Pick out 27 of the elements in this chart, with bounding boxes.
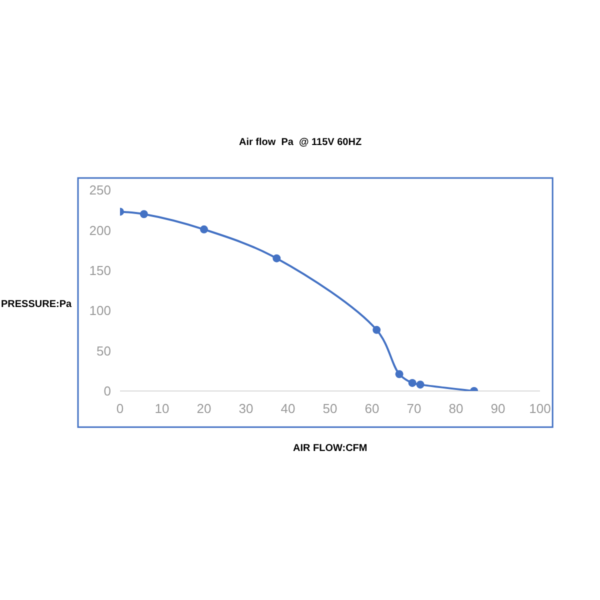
y-tick-label: 50 bbox=[96, 343, 111, 358]
y-tick-label: 100 bbox=[89, 303, 111, 318]
point bbox=[200, 225, 208, 234]
point bbox=[416, 380, 424, 389]
y-tick-label: 200 bbox=[89, 222, 111, 238]
x-tick-label: 50 bbox=[322, 401, 338, 416]
point bbox=[408, 378, 416, 387]
point bbox=[272, 254, 281, 262]
x-tick-label: 90 bbox=[490, 401, 506, 416]
x-tick-label: 10 bbox=[154, 401, 170, 416]
point bbox=[140, 210, 148, 218]
point bbox=[372, 326, 381, 334]
x-tick-label: 80 bbox=[448, 401, 464, 416]
x-tick-label: 100 bbox=[529, 401, 551, 416]
y-tick-label: 0 bbox=[104, 384, 111, 399]
x-tick-label: 60 bbox=[364, 401, 380, 416]
x-tick-label: 40 bbox=[280, 401, 296, 416]
x-tick-label: 30 bbox=[238, 401, 254, 416]
x-axis-title: AIR FLOW:CFM bbox=[293, 443, 368, 454]
y-tick-label: 150 bbox=[89, 262, 111, 278]
y-axis-title: PRESSURE:Pa bbox=[1, 299, 72, 310]
x-tick-label: 70 bbox=[406, 401, 422, 416]
x-tick-label: 0 bbox=[116, 401, 124, 416]
point bbox=[395, 370, 404, 378]
chart-title: Air flow Pa @ 115V 60HZ bbox=[239, 137, 362, 148]
y-tick-label: 250 bbox=[89, 182, 111, 198]
x-tick-label: 20 bbox=[196, 401, 212, 416]
